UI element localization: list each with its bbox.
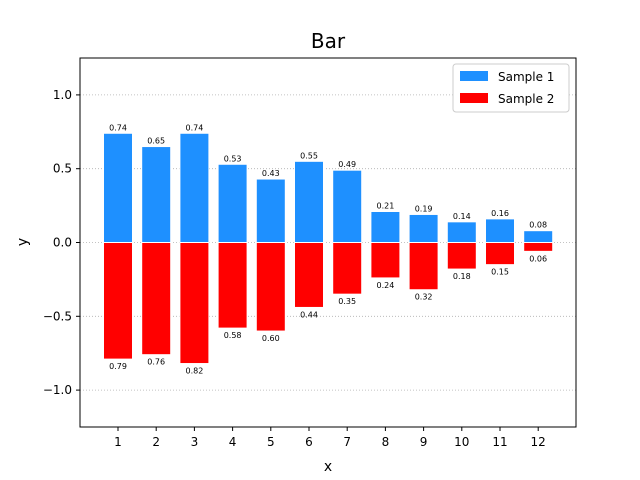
bar-sample-2-7 xyxy=(332,242,363,295)
bar-sample-1-10 xyxy=(446,221,477,243)
y-tick-label: 0.5 xyxy=(53,162,72,176)
bars xyxy=(103,132,554,365)
bar-sample-1-9 xyxy=(408,213,439,243)
x-tick-label: 10 xyxy=(454,435,469,449)
bar-sample-1-2 xyxy=(141,146,172,243)
data-label: 0.15 xyxy=(491,268,509,277)
data-labels: 0.74 0.65 0.74 0.53 0.43 0.55 0.49 0.21 0.19 0.14… xyxy=(109,123,547,375)
x-tick-label: 9 xyxy=(420,435,428,449)
data-label: 0.21 xyxy=(376,202,394,211)
bar-sample-1-7 xyxy=(332,169,363,243)
bar-sample-1-11 xyxy=(485,218,515,244)
data-label: 0.35 xyxy=(338,297,356,306)
bar-sample-1-1 xyxy=(103,132,133,243)
data-label: 0.49 xyxy=(338,160,356,169)
chart-title: Bar xyxy=(311,29,346,53)
x-tick-label: 6 xyxy=(305,435,313,449)
bar-sample-1-3 xyxy=(179,132,210,243)
data-label: 0.24 xyxy=(376,281,394,290)
data-label: 0.32 xyxy=(415,293,433,302)
data-label: 0.74 xyxy=(185,123,203,132)
data-label: 0.18 xyxy=(453,272,471,281)
bar-sample-2-6 xyxy=(294,242,324,308)
data-label: 0.19 xyxy=(415,204,433,213)
x-tick-label: 7 xyxy=(343,435,351,449)
x-tick-label: 11 xyxy=(492,435,507,449)
y-axis-ticks: −1.0 −0.5 0.0 0.5 1.0 xyxy=(43,88,80,397)
x-tick-label: 3 xyxy=(191,435,199,449)
data-label: 0.58 xyxy=(224,331,242,340)
bar-sample-1-8 xyxy=(370,211,401,243)
data-label: 0.74 xyxy=(109,123,127,132)
data-label: 0.43 xyxy=(262,169,280,178)
bar-sample-2-11 xyxy=(485,242,515,266)
x-tick-label: 2 xyxy=(152,435,160,449)
legend-swatch xyxy=(460,93,488,103)
x-tick-label: 1 xyxy=(114,435,122,449)
y-tick-label: 1.0 xyxy=(53,88,72,102)
legend: Sample 1 Sample 2 xyxy=(452,63,570,113)
bar-sample-2-5 xyxy=(255,242,286,332)
bar-sample-2-1 xyxy=(103,242,133,360)
data-label: 0.06 xyxy=(529,254,547,263)
data-label: 0.16 xyxy=(491,209,509,218)
bar-sample-2-9 xyxy=(408,242,439,291)
y-tick-label: 0.0 xyxy=(53,236,72,250)
bar-sample-2-4 xyxy=(217,242,248,329)
bar-sample-2-12 xyxy=(523,242,554,252)
data-label: 0.08 xyxy=(529,221,547,230)
data-label: 0.82 xyxy=(185,367,203,376)
legend-label: Sample 2 xyxy=(498,92,554,106)
data-label: 0.44 xyxy=(300,310,318,319)
bar-sample-2-10 xyxy=(446,242,477,270)
bar-sample-2-3 xyxy=(179,242,210,365)
data-label: 0.65 xyxy=(147,137,165,146)
x-tick-label: 8 xyxy=(382,435,390,449)
bar-sample-1-5 xyxy=(255,178,286,243)
bar-sample-2-8 xyxy=(370,242,401,279)
legend-swatch xyxy=(460,71,488,81)
x-tick-label: 5 xyxy=(267,435,275,449)
y-tick-label: −1.0 xyxy=(43,383,72,397)
data-label: 0.53 xyxy=(224,154,242,163)
data-label: 0.76 xyxy=(147,358,165,367)
bar-sample-1-6 xyxy=(294,160,324,244)
data-label: 0.60 xyxy=(262,334,280,343)
bar-sample-1-12 xyxy=(523,230,554,244)
x-axis-ticks: 1 2 3 4 5 6 7 8 9 10 11 12 xyxy=(114,427,546,449)
bar-sample-1-4 xyxy=(217,163,248,243)
data-label: 0.55 xyxy=(300,151,318,160)
legend-label: Sample 1 xyxy=(498,70,554,84)
data-label: 0.79 xyxy=(109,362,127,371)
x-tick-label: 12 xyxy=(531,435,546,449)
y-tick-label: −0.5 xyxy=(43,309,72,323)
x-tick-label: 4 xyxy=(229,435,237,449)
x-axis-label: x xyxy=(324,459,332,475)
data-label: 0.14 xyxy=(453,212,471,221)
y-axis-label: y xyxy=(15,238,31,246)
bar-sample-2-2 xyxy=(141,242,172,356)
